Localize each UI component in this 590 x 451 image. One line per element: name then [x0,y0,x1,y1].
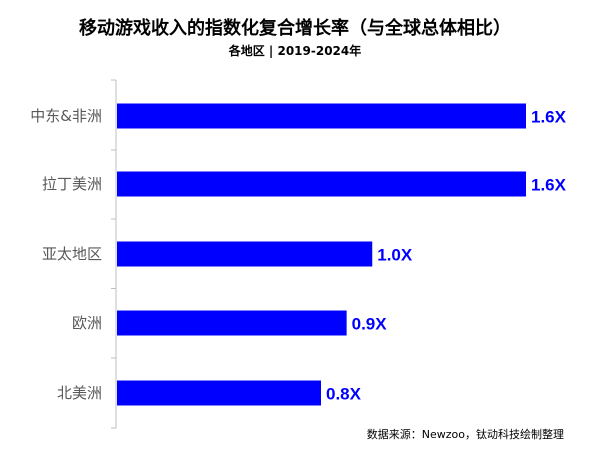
category-label: 北美洲 [57,384,102,402]
data-label: 1.0X [377,246,413,265]
bar [117,171,526,197]
bar [117,310,347,336]
bar [117,241,373,267]
data-label: 1.6X [531,108,567,127]
category-label: 中东&非洲 [30,107,102,125]
chart-title: 移动游戏收入的指数化复合增长率（与全球总体相比） [79,18,511,39]
chart-subtitle: 各地区 | 2019-2024年 [228,44,362,58]
category-label: 亚太地区 [42,245,102,263]
data-label: 0.8X [326,385,362,404]
data-label: 1.6X [531,176,567,195]
category-label: 欧洲 [72,314,102,332]
bar [117,380,321,406]
source-note: 数据来源：Newzoo，钛动科技绘制整理 [366,428,564,441]
bar [117,103,526,129]
data-label: 0.9X [352,315,388,334]
category-label: 拉丁美洲 [42,175,102,193]
